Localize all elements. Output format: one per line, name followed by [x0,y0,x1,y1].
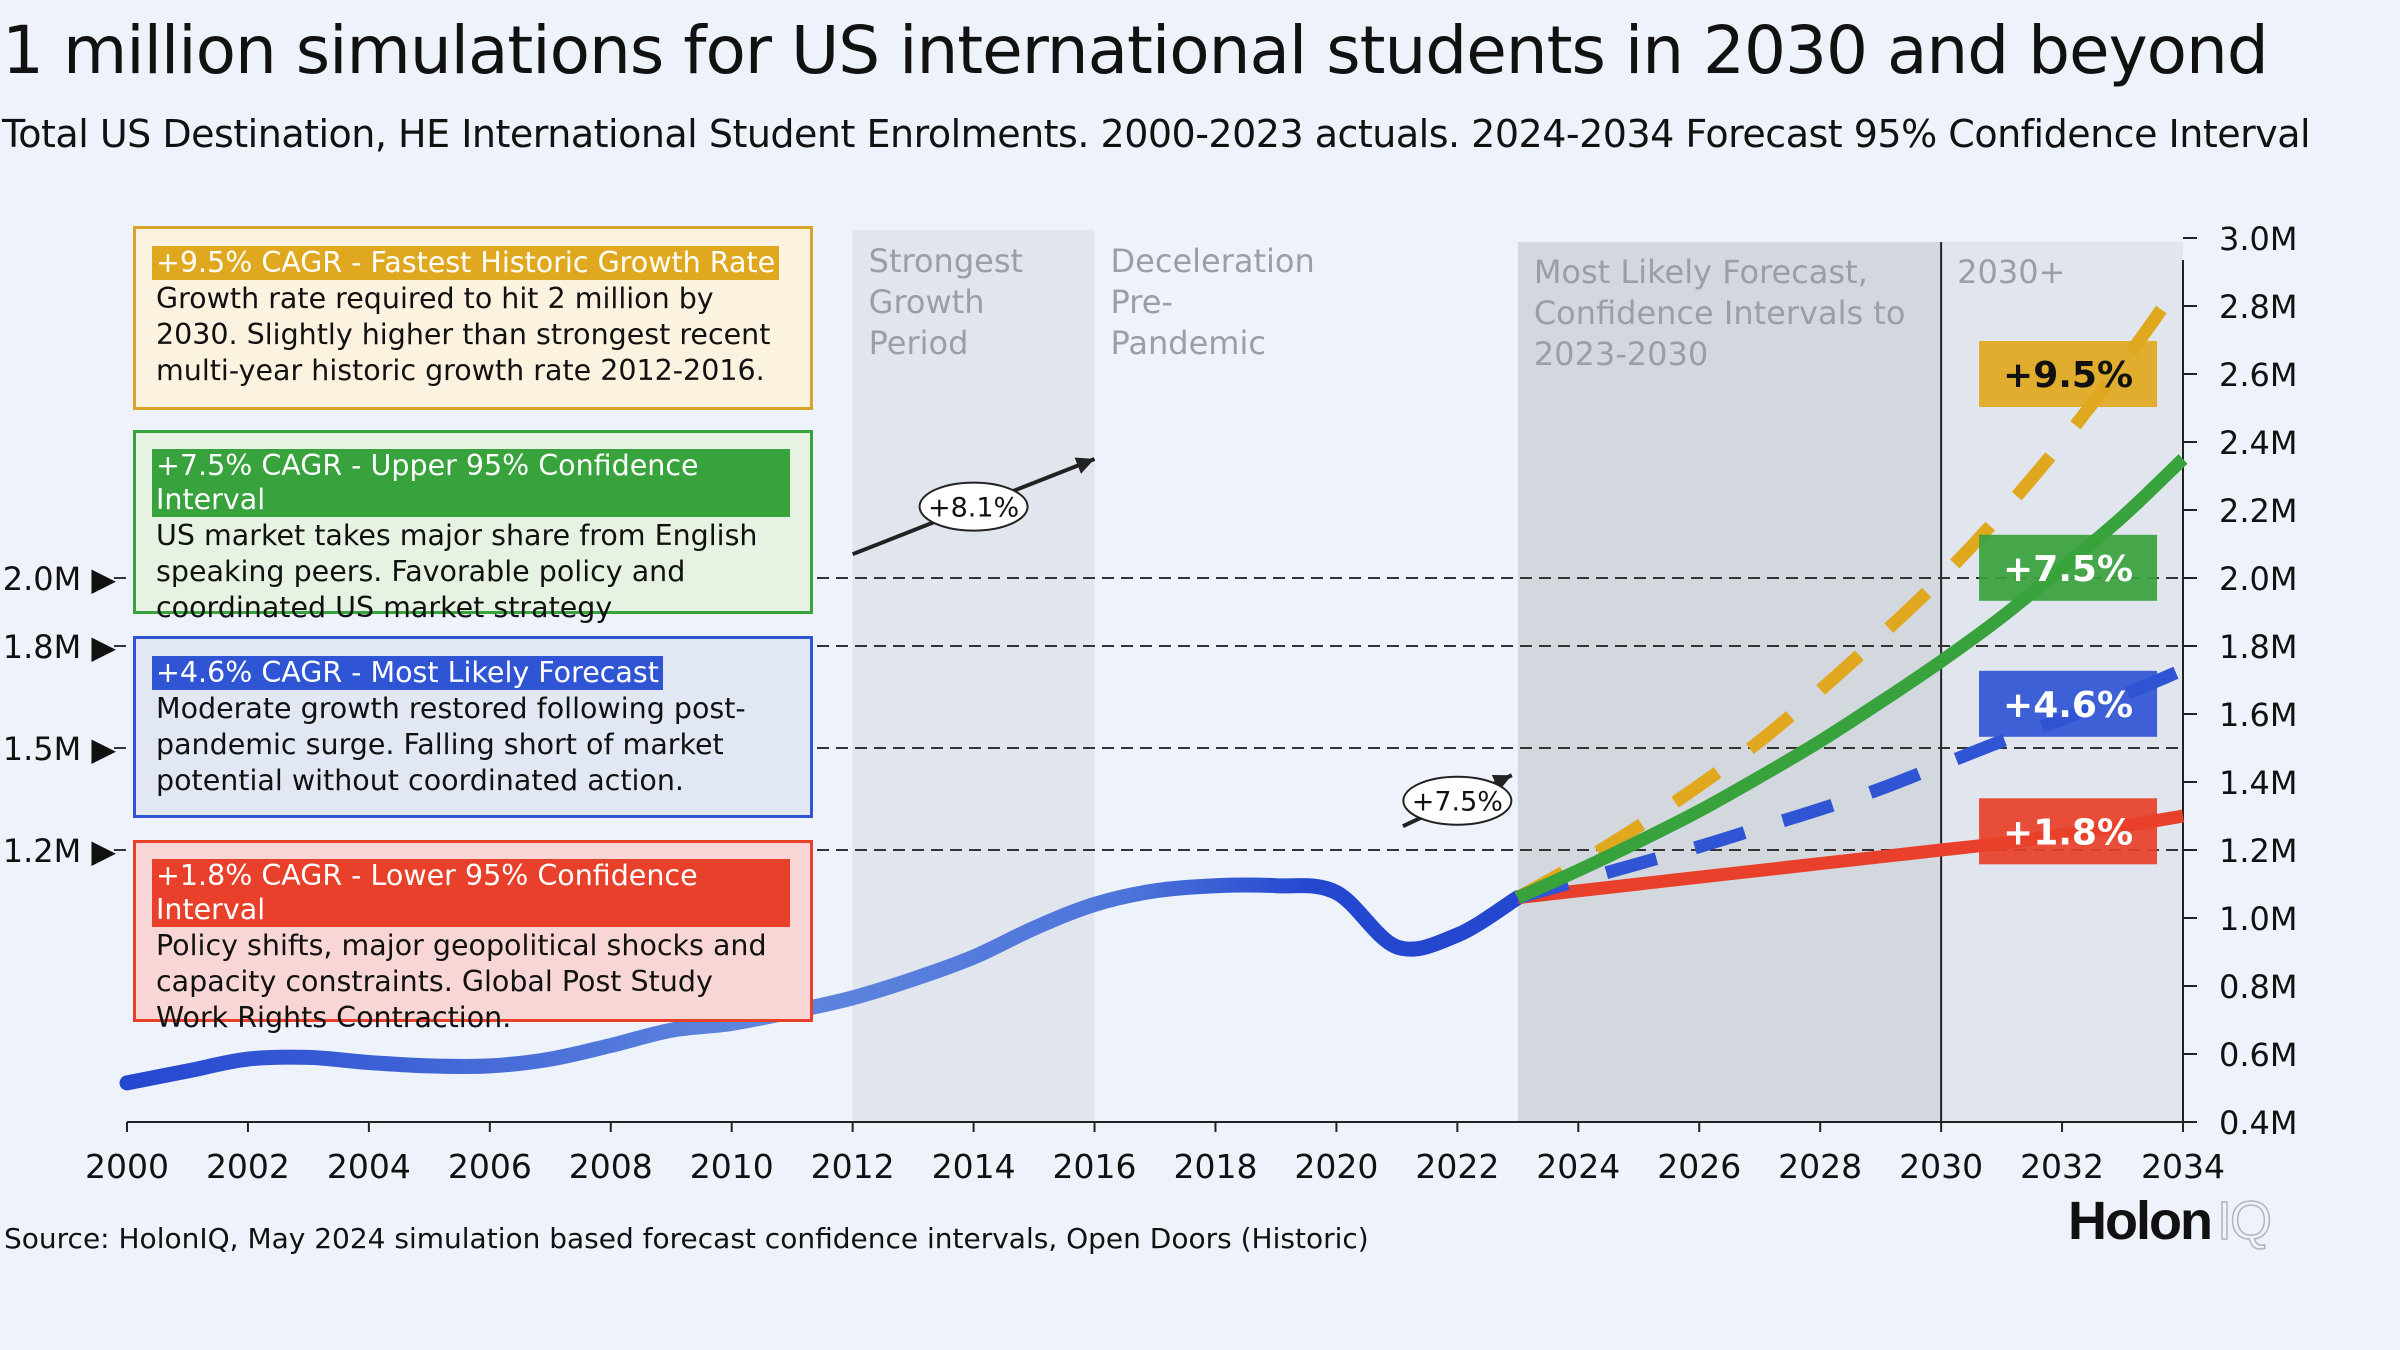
scenario-heading: +1.8% CAGR - Lower 95% Confidence Interv… [152,859,790,927]
x-tick-label: 2026 [1657,1147,1741,1186]
scenario-heading: +9.5% CAGR - Fastest Historic Growth Rat… [152,246,780,280]
growth-badge [1402,775,1513,826]
x-tick-label: 2014 [932,1147,1016,1186]
scenario-description: Growth rate required to hit 2 million by… [156,282,771,387]
x-tick-label: 2016 [1053,1147,1137,1186]
y-tick-label: 1.0M [2219,900,2298,938]
series-line-fastest [1514,275,2189,904]
x-tick-label: 2030 [1899,1147,1983,1186]
historic-line [119,877,1526,1091]
x-tick-label: 2034 [2141,1147,2225,1186]
scenario-box-likely: +4.6% CAGR - Most Likely Forecast Moderat… [133,636,813,818]
x-tick-label: 2002 [206,1147,290,1186]
reference-label: 1.2M ▶ [3,832,117,870]
source-note: Source: HolonIQ, May 2024 simulation bas… [4,1222,1369,1255]
scenario-box-upper: +7.5% CAGR - Upper 95% Confidence Interv… [133,430,813,624]
y-tick-label: 2.8M [2219,288,2298,326]
y-tick-label: 0.4M [2219,1104,2298,1142]
x-tick-label: 2000 [85,1147,169,1186]
period-label: Period [869,324,969,362]
end-label-text: +9.5% [2003,355,2133,396]
period-label: Pandemic [1111,324,1266,362]
end-label-text: +1.8% [2003,812,2133,853]
end-label-box [1979,341,2158,407]
x-tick-label: 2006 [448,1147,532,1186]
holoniq-logo: Holon IQ [2068,1190,2273,1252]
period-label: Strongest [869,242,1023,280]
period-label: Most Likely Forecast, [1534,253,1868,291]
period-label: Deceleration [1111,242,1315,280]
reference-label: 1.8M ▶ [3,628,117,666]
growth-badge [918,481,1029,532]
period-band [1517,242,1942,1122]
scenario-description: Moderate growth restored following post-… [156,692,746,797]
y-tick-label: 1.6M [2219,696,2298,734]
x-tick-label: 2004 [327,1147,411,1186]
y-tick-label: 0.8M [2219,968,2298,1006]
end-label-box [1979,670,2158,737]
growth-arrow-head [1491,774,1512,791]
scenario-description: Policy shifts, major geopolitical shocks… [156,929,767,1034]
y-tick-label: 2.2M [2219,492,2298,530]
end-label-text: +7.5% [2003,549,2133,590]
x-tick-label: 2020 [1294,1147,1378,1186]
reference-label: 1.5M ▶ [3,730,117,768]
period-label: 2030+ [1957,253,2065,291]
x-tick-label: 2010 [690,1147,774,1186]
x-tick-label: 2024 [1536,1147,1620,1186]
end-label-text: +4.6% [2003,685,2133,726]
period-label: Pre- [1111,283,1173,321]
period-label: 2023-2030 [1534,335,1708,373]
chart-title: 1 million simulations for US internation… [2,12,2269,89]
y-tick-label: 1.4M [2219,764,2298,802]
y-tick-label: 3.0M [2219,220,2298,258]
chart-subtitle: Total US Destination, HE International S… [2,112,2311,156]
growth-arrow-head [1074,457,1095,474]
x-tick-label: 2032 [2020,1147,2104,1186]
x-tick-label: 2022 [1415,1147,1499,1186]
y-tick-label: 1.8M [2219,628,2298,666]
y-tick-label: 2.4M [2219,424,2298,462]
end-label-box [1979,534,2158,601]
scenario-box-lower: +1.8% CAGR - Lower 95% Confidence Interv… [133,840,813,1034]
reference-label: 2.0M ▶ [3,560,117,598]
x-tick-label: 2018 [1173,1147,1257,1186]
y-tick-label: 2.6M [2219,356,2298,394]
x-tick-label: 2028 [1778,1147,1862,1186]
scenario-heading: +7.5% CAGR - Upper 95% Confidence Interv… [152,449,790,517]
scenario-heading: +4.6% CAGR - Most Likely Forecast [152,656,663,690]
period-label: Confidence Intervals to [1534,294,1906,332]
growth-badge-text: +7.5% [1412,787,1503,818]
y-tick-label: 1.2M [2219,832,2298,870]
growth-badge-text: +8.1% [928,493,1019,524]
scenario-box-fastest: +9.5% CAGR - Fastest Historic Growth Rat… [133,226,813,410]
y-tick-label: 0.6M [2219,1036,2298,1074]
x-tick-label: 2008 [569,1147,653,1186]
scenario-description: US market takes major share from English… [156,519,758,624]
y-tick-label: 2.0M [2219,560,2298,598]
period-label: Growth [869,283,985,321]
end-label-box [1979,798,2158,865]
x-tick-label: 2012 [811,1147,895,1186]
period-band [852,230,1095,1122]
